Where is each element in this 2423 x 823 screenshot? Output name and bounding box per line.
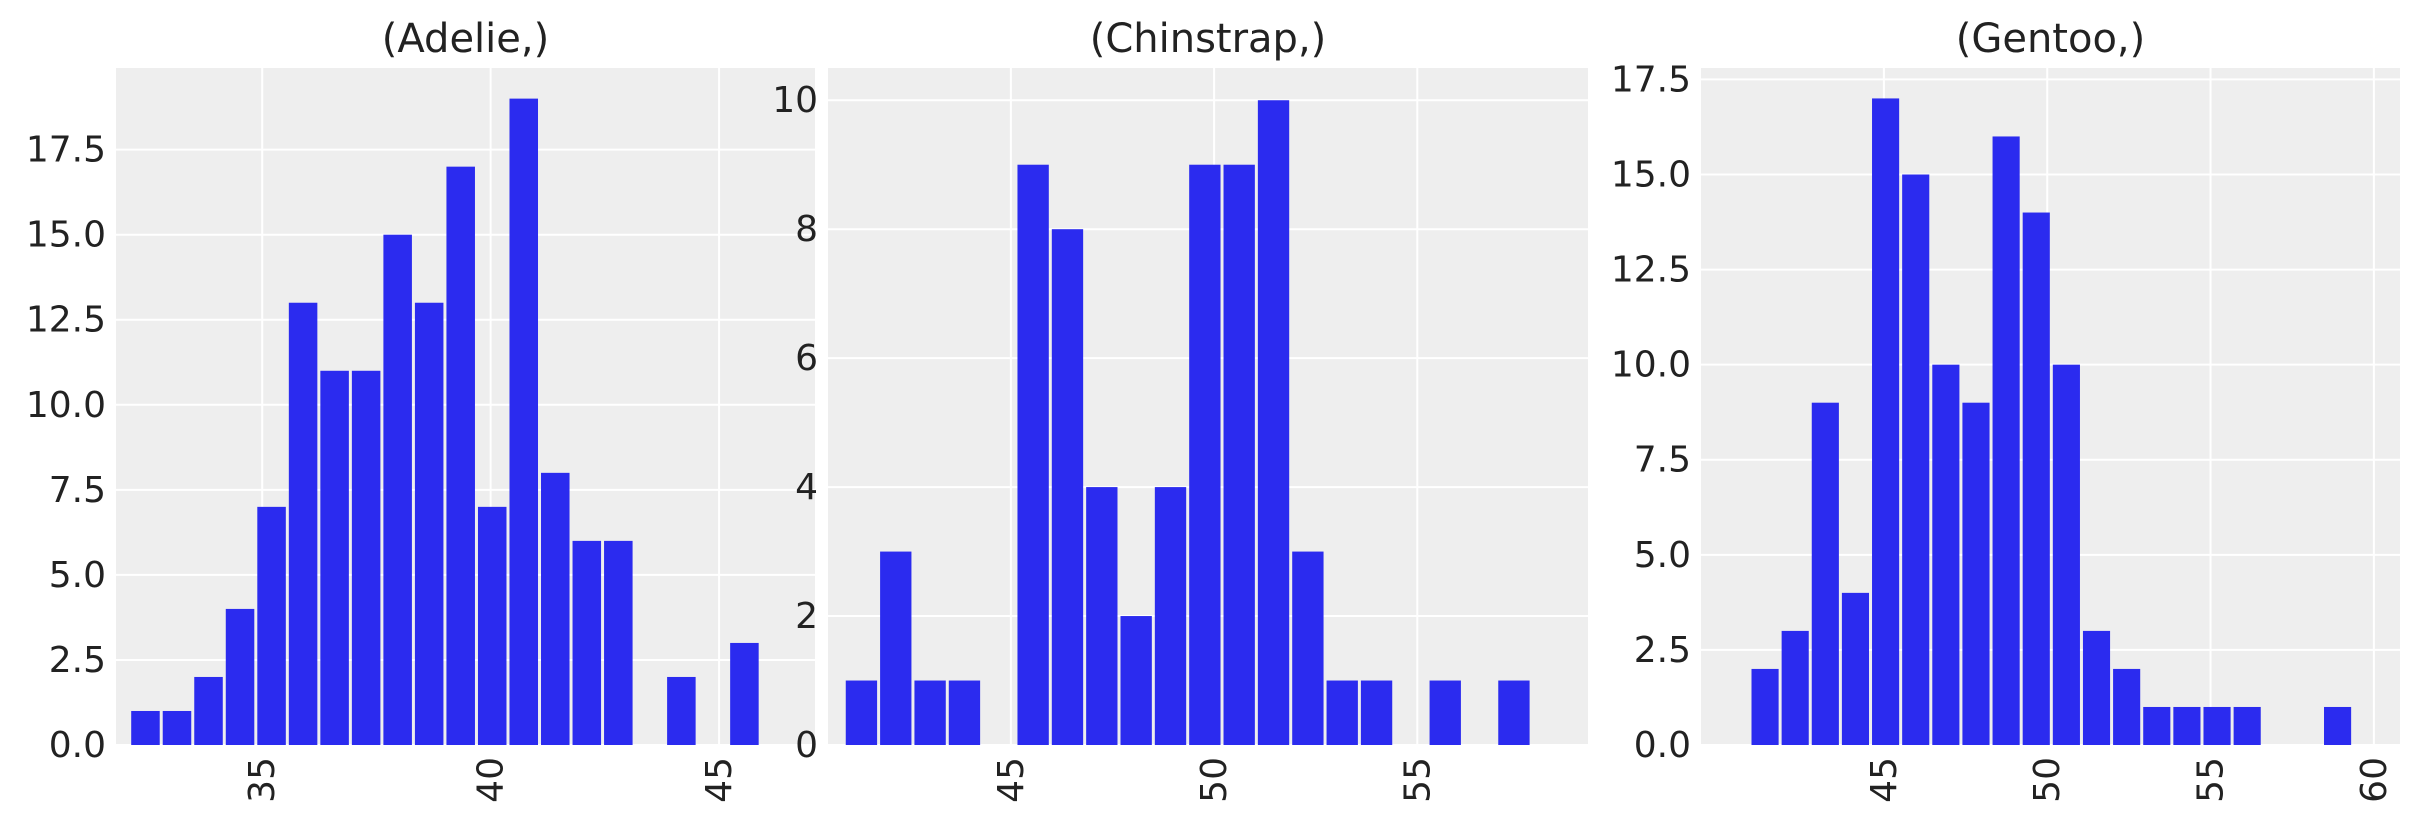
y-tick-label: 15.0 [1611, 154, 1691, 195]
x-tick-label: 50 [2027, 757, 2068, 803]
histogram-bar [1781, 630, 1809, 745]
y-tick-label: 10 [772, 80, 818, 121]
y-tick-label: 7.5 [1634, 440, 1691, 481]
histogram-bar [1498, 680, 1530, 745]
y-tick-label: 6 [795, 338, 818, 379]
x-tick-label: 60 [2354, 757, 2395, 803]
y-tick-label: 17.5 [1611, 59, 1691, 100]
y-tick-label: 2 [795, 596, 818, 637]
histogram-bar [383, 234, 412, 745]
chart-panel-3: (Gentoo,) 0.0 2.5 5.0 7.5 10.0 12.5 15.0 17.5 45 5… [1611, 16, 2400, 803]
y-tick-label: 5.0 [49, 555, 106, 596]
histogram-bar [2233, 706, 2261, 745]
histogram-bar [880, 551, 912, 745]
histogram-bar [1051, 229, 1084, 745]
histogram-bar [572, 540, 602, 745]
x-tick-label: 45 [991, 757, 1032, 803]
histogram-bar [194, 676, 223, 745]
histogram-bar [351, 370, 381, 745]
histogram-bar [2113, 668, 2141, 745]
histogram-bar [1223, 164, 1255, 745]
x-tick-label: 45 [699, 757, 740, 803]
y-tick-label: 2.5 [49, 640, 106, 681]
histogram-bar [414, 302, 444, 745]
histogram-bar [1962, 402, 1990, 745]
histogram-bar [288, 302, 318, 745]
histogram-bar [1154, 487, 1187, 745]
histogram-bar [2022, 212, 2050, 746]
y-tick-label: 7.5 [49, 470, 106, 511]
histogram-bar [604, 540, 633, 745]
histogram-bar [1189, 164, 1221, 745]
histogram-bar [1360, 680, 1393, 745]
y-tick-label: 5.0 [1634, 535, 1691, 576]
y-tick-label: 0.0 [1634, 725, 1691, 766]
histogram-bar [1751, 668, 1779, 745]
y-tick-label: 12.5 [26, 300, 106, 341]
histogram-bar [1902, 174, 1930, 745]
histogram-bar [1086, 487, 1118, 745]
y-tick-label: 0.0 [49, 725, 106, 766]
histogram-bar [257, 506, 286, 745]
x-tick-label: 55 [1397, 757, 1438, 803]
y-tick-label: 8 [795, 209, 818, 250]
histogram-bar [1811, 402, 1839, 745]
histogram-bar [667, 676, 696, 745]
histogram-bar [1992, 136, 2020, 745]
chart-title: (Chinstrap,) [1090, 16, 1327, 62]
histogram-bar [477, 506, 507, 745]
histogram-bar [162, 710, 192, 745]
chart-title: (Adelie,) [382, 16, 549, 62]
histogram-bar [509, 98, 539, 745]
histogram-bar [2203, 706, 2231, 745]
x-tick-label: 45 [1864, 757, 1905, 803]
y-tick-label: 12.5 [1611, 250, 1691, 291]
x-tick-label: 55 [2191, 757, 2232, 803]
histogram-bar [2082, 630, 2111, 745]
histogram-bar [320, 370, 349, 745]
x-tick-label: 35 [242, 757, 283, 803]
histogram-bar [2173, 706, 2201, 745]
histogram-bar [1429, 680, 1461, 745]
y-tick-label: 10.0 [26, 385, 106, 426]
histogram-bar [2052, 364, 2080, 745]
histogram-bar [1872, 98, 1900, 746]
y-tick-label: 10.0 [1611, 345, 1691, 386]
histogram-bar [948, 680, 981, 745]
histogram-bar [845, 680, 878, 745]
x-tick-label: 50 [1194, 757, 1235, 803]
histogram-bar [1120, 616, 1152, 745]
chart-panel-1: (Adelie,) 0.0 2.5 5.0 7.5 10.0 12.5 15.0 17.5 35 4… [26, 16, 815, 803]
y-tick-label: 17.5 [26, 130, 106, 171]
y-tick-label: 15.0 [26, 215, 106, 256]
histogram-bar [1326, 680, 1358, 745]
chart-panel-2: (Chinstrap,) 0 2 4 6 8 10 45 50 55 [772, 16, 1588, 803]
histogram-bar [914, 680, 946, 745]
histogram-bar [2143, 706, 2171, 745]
histogram-bar [730, 642, 759, 745]
histogram-bar [446, 166, 475, 745]
histogram-bar [1841, 592, 1870, 745]
chart-title: (Gentoo,) [1956, 16, 2146, 62]
x-tick-label: 40 [471, 757, 512, 803]
histogram-bar [541, 472, 570, 745]
histogram-bar [1017, 164, 1049, 745]
histogram-bar [1257, 100, 1290, 745]
histogram-bar [2324, 706, 2352, 745]
y-tick-label: 4 [795, 467, 818, 508]
y-tick-label: 0 [795, 725, 818, 766]
y-tick-label: 2.5 [1634, 630, 1691, 671]
histogram-bar [1932, 364, 1960, 745]
histogram-bar [1292, 551, 1324, 745]
histogram-bar [225, 608, 255, 745]
histogram-bar [131, 710, 160, 745]
